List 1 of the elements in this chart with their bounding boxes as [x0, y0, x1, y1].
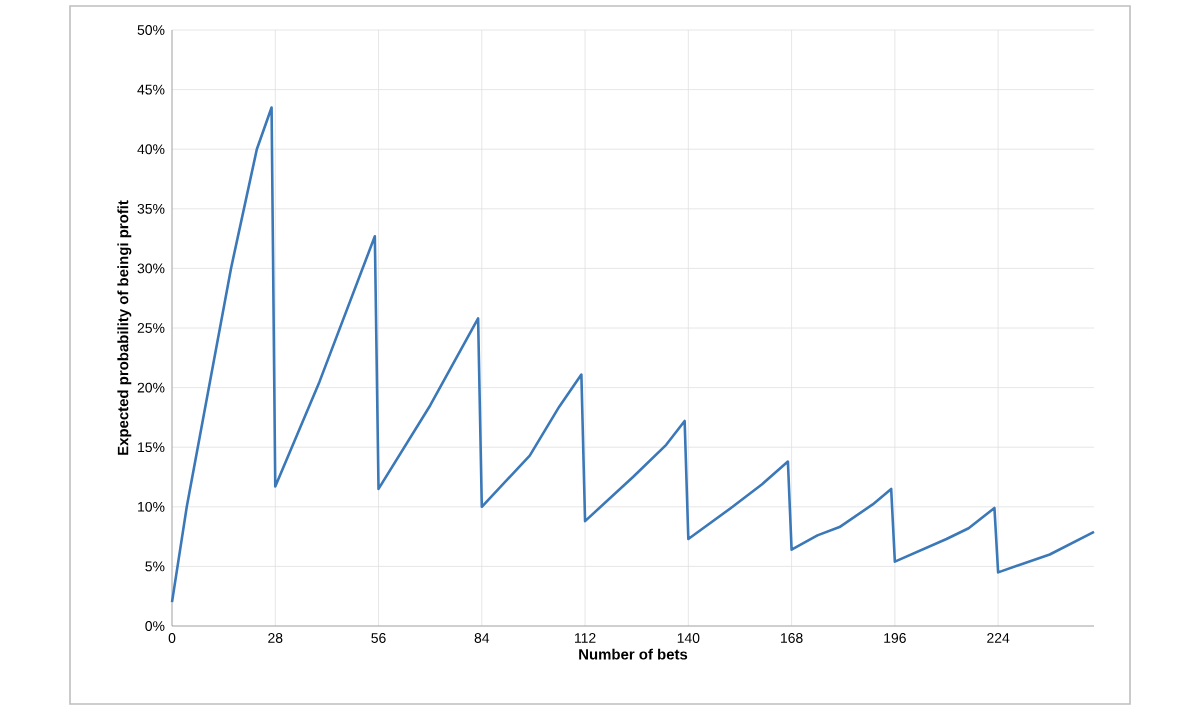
line-series — [170, 106, 1096, 604]
